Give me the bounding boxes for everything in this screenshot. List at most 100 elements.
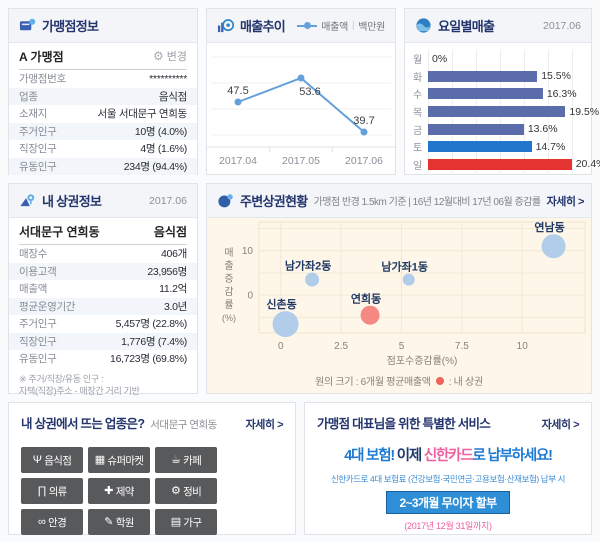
weekday-sales-header: 요일별매출 2017.06 [405,9,591,43]
footnote-line: 자택(직장)주소 - 매장간 거리 기반 [19,385,140,396]
point-value-label: 47.5 [227,85,248,97]
info-value: 3.0년 [163,300,187,313]
info-value: 23,956명 [147,265,187,278]
bar-value-label: 15.5% [541,70,571,83]
industry-label: 정비 [183,485,202,498]
point-value-label: 53.6 [299,86,320,98]
service-ad-body: 4대 보험! 이제 신한카드로 납부하세요! 신한카드로 4대 보험료 (건강보… [305,444,591,532]
panel-service-ad: 가맹점 대표님을 위한 특별한 서비스 자세히 > 4대 보험! 이제 신한카드… [304,402,592,535]
sales-trend-chart: 47.5 2017.04 53.6 2017.05 39.7 2017.06 [207,56,395,167]
merchant-card-icon [19,18,36,31]
cafe-icon: ☕ [170,453,181,466]
merchant-info-table: 가맹점번호 ********** 업종 음식점 소재지 서울 서대문구 연희동 주거인구 10… [9,70,197,175]
industry-button[interactable]: ✚ 제약 [88,478,150,504]
weekday-label: 토 [413,143,423,155]
furniture-icon: ▤ [170,515,181,528]
panel-title: 요일별매출 [438,19,495,34]
nearby-areas-icon [218,194,233,208]
industry-button[interactable]: Ψ 음식점 [21,447,83,473]
industry-label: 의류 [48,485,68,498]
info-label: 주거인구 [19,125,57,138]
supermarket-icon: ▦ [94,453,105,466]
panel-weekday-sales: 요일별매출 2017.06 월 0% 화 15.5% 수 16.3% 목 19.5% 금 13.6… [404,8,600,175]
region-name: 서대문구 연희동 [19,224,100,239]
x-axis-label: 2017.04 [219,155,257,167]
area-bubble[interactable] [402,273,415,286]
info-value: 406개 [161,248,187,261]
industry-button[interactable]: ☕ 카페 [155,447,217,473]
industry-button[interactable]: ∏ 의류 [21,478,83,504]
trend-legend: 매출액 | 백만원 [297,18,385,33]
industry-button[interactable]: ∞ 안경 [21,509,83,535]
bubble-size-note: 원의 크기 : 6개월 평균매출액 [315,377,431,388]
legend-label: 매출액 [321,22,348,33]
panel-title: 가맹점 대표님을 위한 특별한 서비스 [317,417,491,431]
info-row: 직장인구 1,776명 (7.4%) [9,332,197,350]
info-label: 유동인구 [19,160,57,173]
bar [428,158,572,170]
info-value: 11.2억 [159,283,187,296]
y-axis-label: 증 [224,273,233,285]
y-axis-label: 출 [224,260,233,272]
info-label: 가맹점번호 [19,73,66,86]
y-axis-unit: (%) [222,313,236,323]
bar-track: 0% [428,50,583,68]
footnote-line: ※ 주거/직장/유동 인구 : [19,373,104,384]
industry-button[interactable]: ⚙ 정비 [155,478,217,504]
area-bubble[interactable] [272,311,299,338]
bar-track: 20.4% [428,155,600,174]
nearby-subtitle: 가맹점 반경 1.5km 기준 | 16년 12월대비 17년 06월 증감률 [313,197,542,208]
weekday-bar-row: 일 20.4% [413,155,600,174]
x-axis-label: 2017.06 [345,155,383,167]
industry-label: 슈퍼마켓 [107,454,144,467]
change-store-button[interactable]: ⚙ 변경 [153,48,187,64]
info-label: 업종 [19,90,38,103]
info-value: 234명 (94.4%) [123,160,188,173]
area-bubble[interactable] [305,272,320,287]
area-bubble[interactable] [360,305,380,325]
industry-label: 가구 [183,516,202,529]
weekday-bar-row: 목 19.5% [413,102,599,121]
service-ad-detail-link[interactable]: 자세히 > [541,419,580,431]
panel-title: 가맹점정보 [42,19,99,34]
trending-detail-link[interactable]: 자세히 > [245,419,284,431]
area-bubble[interactable] [541,234,566,259]
scatter-legend: 원의 크기 : 6개월 평균매출액 : 내 상권 [207,373,591,388]
x-tick-label: 0 [278,341,284,352]
bar [428,70,538,82]
weekday-bar-row: 금 13.6% [413,120,583,138]
info-value: 4명 (1.6%) [140,143,187,156]
weekday-label: 화 [413,72,423,84]
y-axis-label: 감 [224,286,233,298]
info-label: 주거인구 [19,318,57,331]
nearby-detail-link[interactable]: 자세히 > [546,195,585,208]
area-bubble-label: 연희동 [351,292,381,306]
ad-headline-part: 납부하세요! [487,448,553,464]
my-area-header: 내 상권정보 2017.06 [9,184,197,218]
legend-unit: 백만원 [358,22,385,33]
line-marker-icon [297,22,318,29]
panel-my-area-info: 내 상권정보 2017.06 서대문구 연희동 음식점 매장수 406개 이용고객 2… [8,183,198,397]
bar [428,123,524,135]
info-row: 매장수 406개 [9,245,197,263]
industry-button[interactable]: ✎ 학원 [88,509,150,535]
panel-sales-trend: 매출추이 매출액 | 백만원 47.5 2017.04 53.6 2017.05 39.… [206,8,396,175]
industry-button[interactable]: ▤ 가구 [155,509,217,535]
my-area-table: 매장수 406개 이용고객 23,956명 매출액 11.2억 평균운영기간 3.0년 주거인구… [9,245,197,368]
weekday-label: 일 [413,160,423,172]
y-axis-label: 률 [224,299,233,311]
service-ad-header: 가맹점 대표님을 위한 특별한 서비스 자세히 > [305,403,591,435]
pharmacy-icon: ✚ [104,484,113,497]
industry-button[interactable]: ▦ 슈퍼마켓 [88,447,150,473]
area-bubble-label: 연남동 [534,220,564,234]
info-label: 직장인구 [19,143,57,156]
panel-title: 내 상권에서 뜨는 업종은? [21,417,145,431]
x-tick-label: 7.5 [455,341,469,352]
info-value: 1,776명 (7.4%) [121,335,187,348]
trending-header: 내 상권에서 뜨는 업종은? 서대문구 연희동 자세히 > [9,403,295,435]
info-value: 5,457명 (22.8%) [115,318,188,331]
my-area-footnote: ※ 주거/직장/유동 인구 : 자택(직장)주소 - 매장간 거리 기반 [9,368,197,397]
panel-trending-industries: 내 상권에서 뜨는 업종은? 서대문구 연희동 자세히 > Ψ 음식점 ▦ 슈퍼마켓 ☕… [8,402,296,535]
sales-trend-header: 매출추이 매출액 | 백만원 [207,9,395,43]
